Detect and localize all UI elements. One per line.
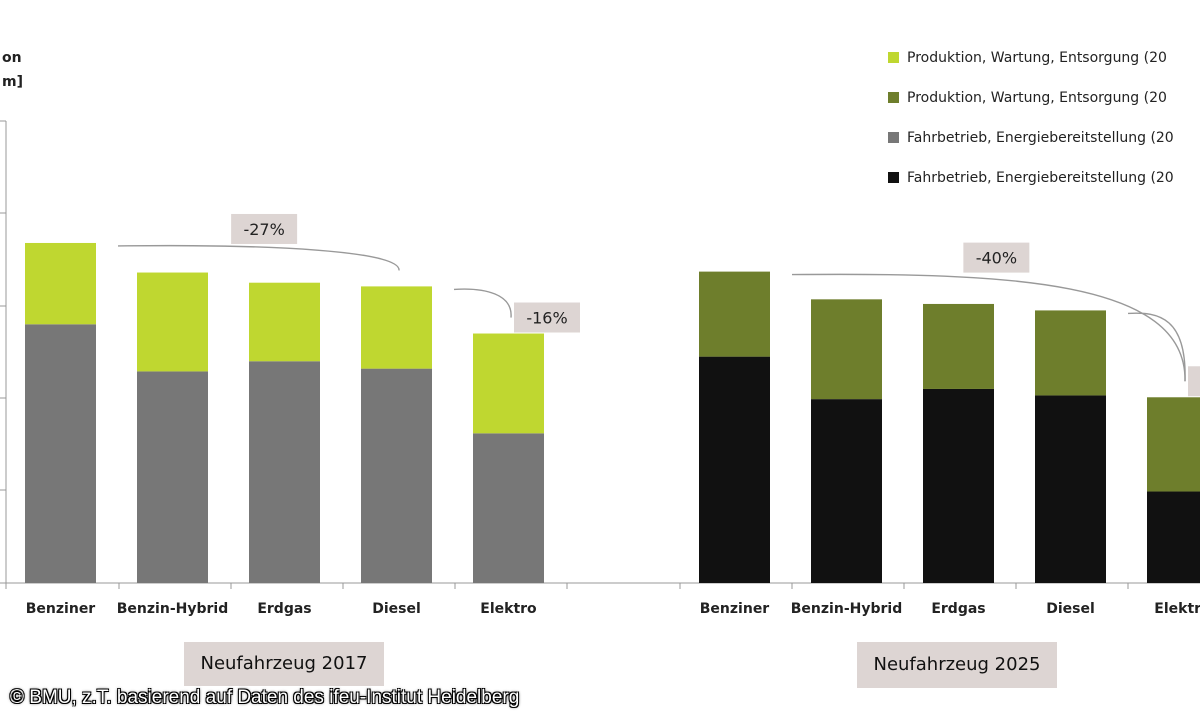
bar-2025-elektro-production xyxy=(1147,397,1200,492)
bar-2025-benzin-hybrid-operation xyxy=(811,399,882,583)
group-label-2017: Neufahrzeug 2017 xyxy=(184,642,384,686)
legend-label: Produktion, Wartung, Entsorgung (20 xyxy=(907,90,1167,106)
bar-2025-benziner-operation xyxy=(699,356,770,583)
bar-2017-benzin-hybrid-operation xyxy=(137,371,208,583)
bar-2017-erdgas-production xyxy=(249,282,320,362)
copyright-notice: © BMU, z.T. basierend auf Daten des ifeu… xyxy=(10,687,520,708)
bar-2025-erdgas-production xyxy=(923,303,994,389)
annotation-arc xyxy=(453,288,512,318)
bar-2017-benziner-operation xyxy=(25,324,96,583)
x-tick-label: Erdgas xyxy=(257,601,311,617)
bar-2017-elektro-production xyxy=(473,333,544,434)
bar-2025-elektro-operation xyxy=(1147,491,1200,583)
bar-2017-elektro-operation xyxy=(473,433,544,583)
annotation-box xyxy=(963,242,1030,273)
annotation-box xyxy=(514,302,580,333)
bar-2025-diesel-operation xyxy=(1035,395,1106,583)
annotation-label: -16% xyxy=(526,309,567,328)
bar-2017-benziner-production xyxy=(25,242,96,325)
annotation-label: -40% xyxy=(976,249,1017,268)
x-tick-label: Diesel xyxy=(372,601,421,617)
annotation-box xyxy=(231,213,298,244)
legend-label: Fahrbetrieb, Energiebereitstellung (20 xyxy=(907,130,1174,146)
legend-label: Produktion, Wartung, Entsorgung (20 xyxy=(907,50,1167,66)
bar-2017-diesel-production xyxy=(361,286,432,369)
annotation-arc xyxy=(117,244,400,271)
x-tick-label: Diesel xyxy=(1046,601,1095,617)
x-tick-label: Elektro xyxy=(480,601,537,617)
bar-2025-benzin-hybrid-production xyxy=(811,299,882,400)
x-tick-label: Benziner xyxy=(700,601,770,617)
legend-swatch xyxy=(888,92,899,103)
x-tick-label: Benziner xyxy=(26,601,96,617)
x-tick-label: Elektro xyxy=(1154,601,1200,617)
bar-2017-erdgas-operation xyxy=(249,361,320,583)
legend-item-production-2025: Produktion, Wartung, Entsorgung (20 xyxy=(888,90,1167,106)
x-tick-label: Erdgas xyxy=(931,601,985,617)
legend-item-operation-2025: Fahrbetrieb, Energiebereitstellung (20 xyxy=(888,170,1174,186)
annotation-box xyxy=(1188,366,1200,397)
legend-item-production-2017: Produktion, Wartung, Entsorgung (20 xyxy=(888,50,1167,66)
bar-2017-benzin-hybrid-production xyxy=(137,272,208,372)
legend-swatch xyxy=(888,52,899,63)
bar-2025-erdgas-operation xyxy=(923,388,994,583)
annotation-label: -27% xyxy=(243,220,284,239)
annotation-arc xyxy=(791,273,1186,382)
y-axis-label-line-2: m] xyxy=(2,74,23,90)
legend-label: Fahrbetrieb, Energiebereitstellung (20 xyxy=(907,170,1174,186)
bar-2025-benziner-production xyxy=(699,271,770,357)
legend-item-operation-2017: Fahrbetrieb, Energiebereitstellung (20 xyxy=(888,130,1174,146)
y-axis-label-line-1: on xyxy=(2,50,22,66)
bar-2017-diesel-operation xyxy=(361,368,432,583)
annotation-arc xyxy=(1127,312,1186,382)
bar-2025-diesel-production xyxy=(1035,310,1106,396)
legend-swatch xyxy=(888,132,899,143)
x-tick-label: Benzin-Hybrid xyxy=(791,601,902,617)
group-label-2025: Neufahrzeug 2025 xyxy=(857,642,1057,688)
x-tick-label: Benzin-Hybrid xyxy=(117,601,228,617)
legend-swatch xyxy=(888,172,899,183)
